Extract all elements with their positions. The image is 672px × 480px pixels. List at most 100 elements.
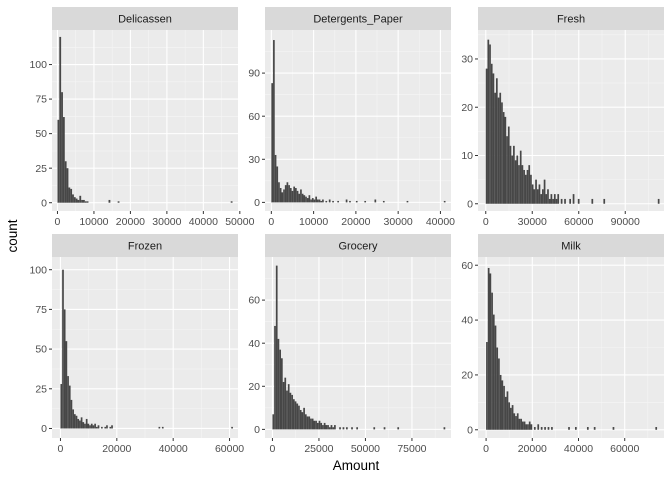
histogram-bar [57,119,60,203]
facet-panel-detergents-paper: Detergents_Paper 0 10000 20000 30000 40000 0 30… [248,7,455,228]
histogram-bar [504,396,507,430]
facet-panel-grocery: Grocery 0 25000 50000 75000 0 20 40 60 [248,234,451,455]
y-tick-label: 10 [461,150,473,162]
y-tick-label: 30 [248,154,260,166]
histogram-bar [523,421,526,430]
histogram-bar [89,425,91,429]
histogram-bar [77,199,80,203]
histogram-bar [59,36,62,203]
histogram-bar [533,427,536,430]
histogram-bar [318,199,321,203]
histogram-bar [289,392,292,430]
x-tick-label: 0 [270,443,276,455]
histogram-bar [316,199,319,203]
histogram-bar [501,102,503,204]
histogram-bar [87,423,90,429]
histogram-bar [293,186,296,203]
x-tick-label: 0 [58,443,64,455]
histogram-bar [287,384,290,430]
x-tick-label: 30000 [518,216,547,228]
histogram-bar [334,425,336,430]
histogram-bar [327,425,329,430]
histogram-bar [275,265,278,430]
histogram-bar [161,426,164,429]
y-tick-label: 75 [35,94,47,106]
y-tick-label: 20 [248,381,260,393]
histogram-bar [109,426,112,429]
histogram-bar [320,422,323,430]
histogram-bar [294,401,297,430]
facet-strip [52,234,238,257]
histogram-bar [315,420,317,430]
histogram-bar [552,198,554,204]
facet-strip [478,234,664,257]
histogram-bar [108,199,111,203]
histogram-bar [523,169,525,204]
histogram-bar [231,426,233,429]
x-tick-label: 20000 [518,443,547,455]
histogram-bar [521,421,524,430]
y-tick-label: 25 [35,383,47,395]
y-tick-label: 90 [248,68,260,80]
histogram-bar [593,427,596,430]
histogram-bar [117,201,120,203]
histogram-bar [551,427,553,430]
histogram-bar [70,188,73,203]
histogram-bar [525,424,528,430]
y-tick-label: 100 [29,264,47,276]
y-tick-label: 20 [461,370,473,382]
histogram-bar [516,413,519,430]
histogram-bar [542,189,544,204]
histogram-bar [443,200,446,203]
histogram-bar [351,427,353,430]
facet-strip-label: Delicassen [118,14,172,26]
panel-background [265,30,451,211]
histogram-bar [502,112,505,204]
histogram-bar [540,194,543,204]
histogram-bar [485,68,488,204]
histogram-bar [569,198,571,204]
histogram-bar [531,184,534,204]
histogram-bar [274,325,276,430]
y-axis-title: count [5,219,20,252]
histogram-bar [591,198,594,204]
histogram-bar [572,194,575,204]
histogram-bar [316,422,319,430]
histogram-bar [507,126,510,204]
histogram-bar [308,195,311,203]
histogram-bar [75,198,78,203]
x-tick-label: 60000 [215,443,244,455]
histogram-bar [95,426,98,429]
histogram-bar [530,174,532,204]
histogram-bar [339,427,341,430]
histogram-bar [271,83,274,203]
histogram-bar [311,198,314,203]
histogram-bar [277,338,280,430]
histogram-bar [72,409,74,429]
y-tick-label: 50 [35,128,47,140]
histogram-bar [518,165,520,204]
y-tick-label: 25 [35,163,47,175]
histogram-bar [72,194,74,203]
histogram-bar [299,409,302,430]
histogram-bar [60,384,63,429]
x-tick-label: 30000 [152,216,181,228]
histogram-bar [655,427,658,430]
histogram-bar [511,405,514,430]
histogram-bar [545,194,548,204]
histogram-bar [85,418,88,429]
histogram-bar [322,425,324,430]
x-tick-label: 0 [55,216,61,228]
x-tick-label: 20000 [341,216,370,228]
y-tick-label: 75 [35,304,47,316]
histogram-bar [280,358,283,430]
histogram-bar [443,427,446,430]
histogram-bar [303,407,305,430]
histogram-bar [346,427,348,430]
histogram-bar [73,197,76,203]
histogram-bar [337,200,339,203]
histogram-bar [509,145,512,204]
histogram-bar [289,188,292,203]
histogram-bar [75,415,78,429]
histogram-bar [528,165,531,204]
